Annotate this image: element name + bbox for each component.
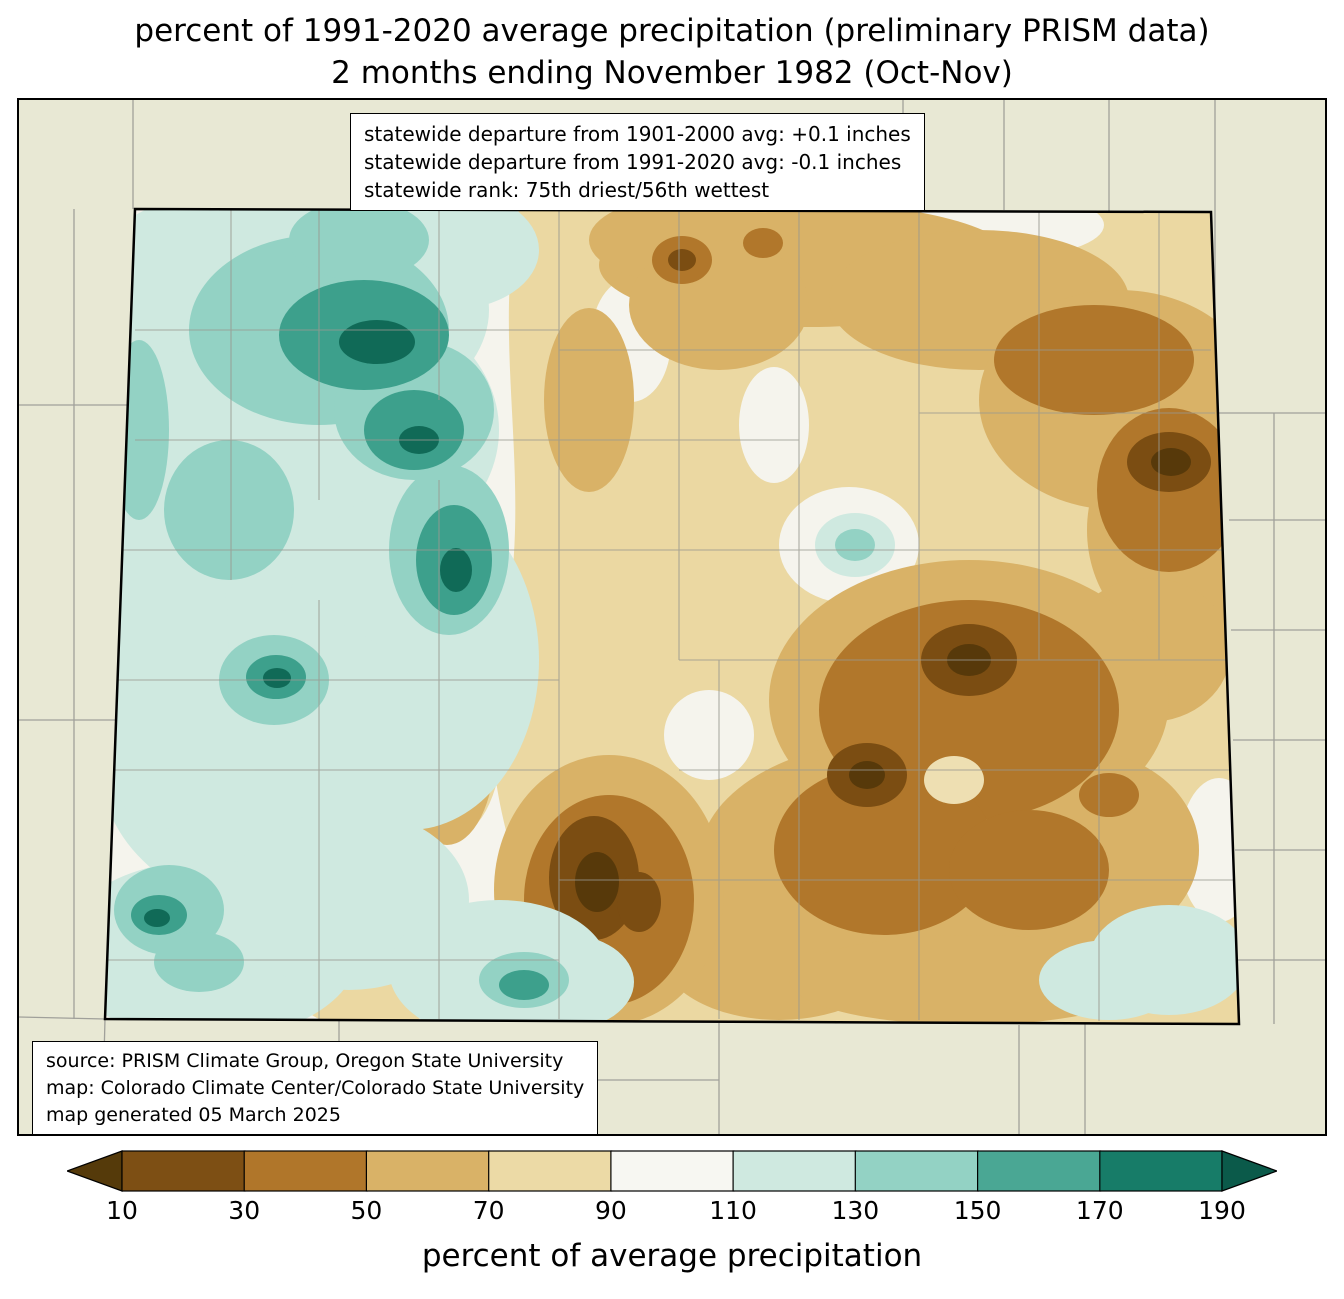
state-outline bbox=[103, 207, 1241, 1026]
colorbar-segment bbox=[1099, 1150, 1223, 1192]
tick-label: 130 bbox=[831, 1196, 880, 1225]
colorbar-axis-label: percent of average precipitation bbox=[421, 1238, 923, 1274]
stats-line-3: statewide rank: 75th driest/56th wettest bbox=[364, 178, 770, 202]
stats-line-1: statewide departure from 1901-2000 avg: … bbox=[364, 122, 911, 146]
tick-label: 90 bbox=[594, 1196, 627, 1225]
county-lines bbox=[107, 209, 1237, 1021]
tick-label: 30 bbox=[228, 1196, 261, 1225]
colorbar-segment bbox=[854, 1150, 979, 1192]
tick-label: 190 bbox=[1198, 1196, 1246, 1225]
source-line-1: source: PRISM Climate Group, Oregon Stat… bbox=[46, 1050, 564, 1072]
tick-label: 150 bbox=[953, 1196, 1002, 1225]
colorbar-segment bbox=[365, 1150, 490, 1192]
colorbar-left-arrow bbox=[65, 1150, 123, 1192]
colorbar-ticks: 10 30 50 70 90 110 130 150 170 190 bbox=[67, 1196, 1277, 1228]
colorbar-right-arrow bbox=[1221, 1150, 1279, 1192]
title-line-2: 2 months ending November 1982 (Oct-Nov) bbox=[331, 55, 1013, 91]
figure-title: percent of 1991-2020 average precipitati… bbox=[0, 10, 1344, 94]
tick-label: 110 bbox=[709, 1196, 757, 1225]
tick-label: 170 bbox=[1075, 1196, 1124, 1225]
colorbar-segment bbox=[121, 1150, 246, 1192]
title-line-1: percent of 1991-2020 average precipitati… bbox=[134, 13, 1210, 49]
colorbar-segment bbox=[610, 1150, 735, 1192]
map-frame: statewide departure from 1901-2000 avg: … bbox=[17, 98, 1327, 1136]
source-credit-box: source: PRISM Climate Group, Oregon Stat… bbox=[32, 1041, 599, 1134]
tick-label: 10 bbox=[106, 1196, 138, 1225]
colorbar-segment bbox=[488, 1150, 613, 1192]
colorbar-segment bbox=[243, 1150, 368, 1192]
stats-line-2: statewide departure from 1991-2020 avg: … bbox=[364, 150, 902, 174]
source-line-3: map generated 05 March 2025 bbox=[46, 1104, 341, 1126]
statewide-stats-box: statewide departure from 1901-2000 avg: … bbox=[350, 113, 925, 211]
colorbar-segment bbox=[976, 1150, 1102, 1192]
colorbar-segment bbox=[732, 1150, 857, 1192]
precipitation-contours bbox=[105, 209, 1239, 1024]
tick-label: 70 bbox=[472, 1196, 505, 1225]
colorbar bbox=[65, 1150, 1279, 1192]
colorado-precipitation-map bbox=[19, 100, 1325, 1134]
source-line-2: map: Colorado Climate Center/Colorado St… bbox=[46, 1077, 585, 1099]
tick-label: 50 bbox=[350, 1196, 383, 1225]
